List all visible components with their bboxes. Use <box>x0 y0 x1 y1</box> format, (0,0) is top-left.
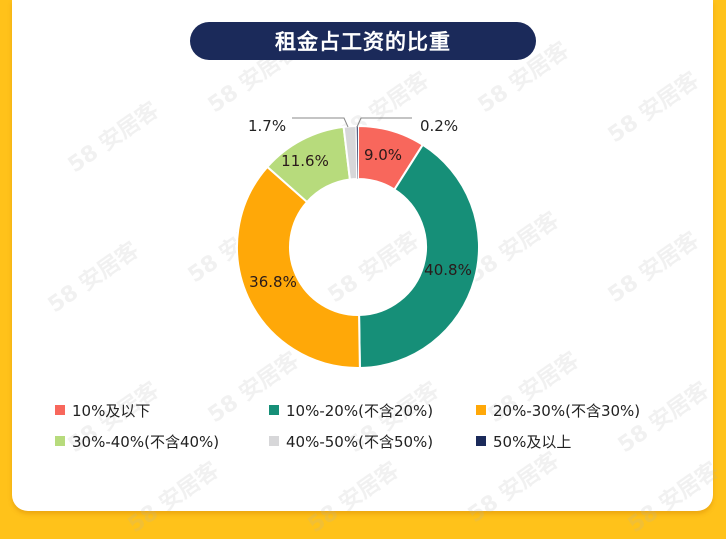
donut-slice[interactable] <box>236 165 361 369</box>
leader-line <box>356 117 412 128</box>
slice-label: 0.2% <box>420 117 458 135</box>
slice-label: 9.0% <box>364 146 402 164</box>
legend-item[interactable]: 10%-20%(不含20%) <box>269 400 433 420</box>
slice-label: 11.6% <box>281 152 329 170</box>
legend-swatch-icon <box>476 436 486 446</box>
legend-swatch-icon <box>269 436 279 446</box>
title-bar: 租金占工资的比重 <box>190 22 536 60</box>
legend-item[interactable]: 40%-50%(不含50%) <box>269 431 433 451</box>
slice-label: 40.8% <box>424 261 472 279</box>
slice-label: 1.7% <box>248 117 286 135</box>
legend-label: 30%-40%(不含40%) <box>72 432 220 451</box>
legend-swatch-icon <box>55 405 65 415</box>
legend: 10%及以下 10%-20%(不含20%) 20%-30%(不含30%) 30%-40… <box>55 400 640 451</box>
legend-label: 10%及以下 <box>72 401 151 420</box>
donut-slice[interactable] <box>358 143 480 370</box>
leader-line <box>292 117 349 128</box>
legend-label: 50%及以上 <box>493 432 572 451</box>
legend-item[interactable]: 20%-30%(不含30%) <box>476 400 640 420</box>
legend-label: 40%-50%(不含50%) <box>286 432 434 451</box>
legend-swatch-icon <box>55 436 65 446</box>
slice-label: 36.8% <box>249 273 297 291</box>
legend-item[interactable]: 10%及以下 <box>55 400 150 420</box>
chart-card <box>12 0 713 511</box>
legend-label: 10%-20%(不含20%) <box>286 401 434 420</box>
chart-title: 租金占工资的比重 <box>275 30 451 54</box>
legend-swatch-icon <box>476 405 486 415</box>
legend-item[interactable]: 50%及以上 <box>476 431 571 451</box>
legend-item[interactable]: 30%-40%(不含40%) <box>55 431 219 451</box>
legend-label: 20%-30%(不含30%) <box>493 401 641 420</box>
donut-chart: 9.0% 40.8% 36.8% 11.6% 1.7% 0.2% <box>236 117 480 370</box>
legend-swatch-icon <box>269 405 279 415</box>
